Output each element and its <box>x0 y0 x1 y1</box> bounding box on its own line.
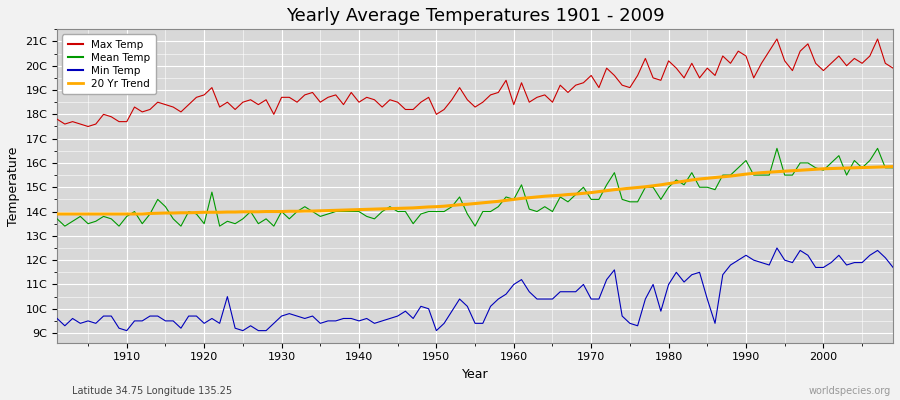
X-axis label: Year: Year <box>462 368 489 381</box>
Y-axis label: Temperature: Temperature <box>7 146 20 226</box>
Text: Latitude 34.75 Longitude 135.25: Latitude 34.75 Longitude 135.25 <box>72 386 232 396</box>
Text: worldspecies.org: worldspecies.org <box>809 386 891 396</box>
Legend: Max Temp, Mean Temp, Min Temp, 20 Yr Trend: Max Temp, Mean Temp, Min Temp, 20 Yr Tre… <box>62 34 156 94</box>
Title: Yearly Average Temperatures 1901 - 2009: Yearly Average Temperatures 1901 - 2009 <box>286 7 664 25</box>
